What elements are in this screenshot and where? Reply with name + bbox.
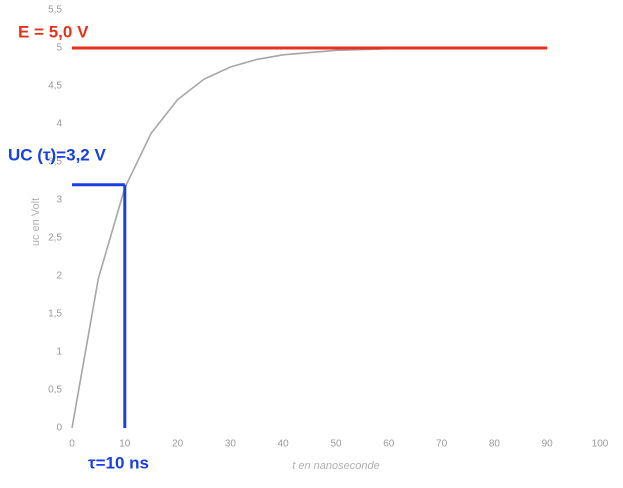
y-tick-label: 2 xyxy=(56,271,62,282)
y-tick-label: 5,5 xyxy=(48,5,62,16)
x-axis-label: t en nanoseconde xyxy=(292,460,379,472)
y-tick-label: 0 xyxy=(56,423,62,434)
y-tick-label: 4 xyxy=(56,119,62,130)
y-tick-label: 1,5 xyxy=(48,309,62,320)
x-tick-label: 30 xyxy=(225,439,237,450)
x-tick-label: 50 xyxy=(330,439,342,450)
y-axis-label: uc en Volt xyxy=(30,198,42,246)
y-tick-label: 2,5 xyxy=(48,233,62,244)
x-tick-label: 90 xyxy=(542,439,554,450)
y-tick-label: 5 xyxy=(56,43,62,54)
x-tick-label: 70 xyxy=(436,439,448,450)
x-tick-label: 10 xyxy=(119,439,131,450)
data-line xyxy=(71,47,548,429)
y-tick-label: 1 xyxy=(56,347,62,358)
x-tick-label: 80 xyxy=(489,439,501,450)
y-tick-label: 4,5 xyxy=(48,81,62,92)
y-tick-label: 3,5 xyxy=(48,157,62,168)
annotation-label: E = 5,0 V xyxy=(18,22,89,41)
x-tick-label: 100 xyxy=(592,439,609,450)
x-tick-label: 60 xyxy=(383,439,395,450)
x-tick-label: 40 xyxy=(278,439,290,450)
y-tick-label: 0,5 xyxy=(48,385,62,396)
x-tick-label: 20 xyxy=(172,439,184,450)
x-tick-label: 0 xyxy=(69,439,75,450)
annotation-label: UC (τ)=3,2 V xyxy=(8,145,106,164)
annotation-label: τ=10 ns xyxy=(88,453,149,472)
y-tick-label: 3 xyxy=(56,195,62,206)
